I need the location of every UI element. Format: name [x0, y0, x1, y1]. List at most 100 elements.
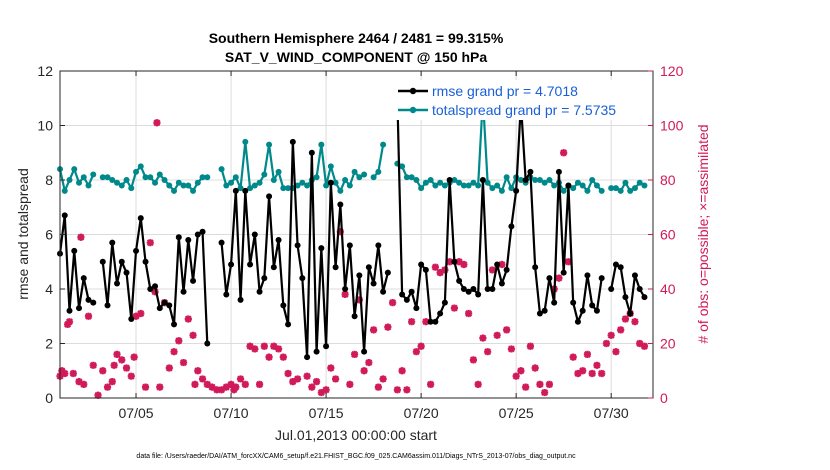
obs-assimilated-marker: [103, 383, 112, 391]
rmse-point: [617, 264, 624, 271]
obs-assimilated-marker: [94, 391, 102, 399]
rmse-point: [636, 286, 643, 292]
obs-assimilated-marker: [531, 364, 539, 372]
totalspread-point: [270, 177, 277, 183]
rmse-point: [413, 305, 420, 312]
totalspread-point: [551, 182, 558, 189]
obs-assimilated-marker: [569, 353, 577, 361]
obs-assimilated-marker: [408, 318, 416, 326]
rmse-point: [494, 261, 501, 268]
totalspread-point: [128, 185, 135, 192]
rmse-point: [237, 296, 244, 303]
obs-assimilated-marker: [236, 375, 245, 383]
totalspread-point: [574, 179, 581, 186]
obs-assimilated-marker: [360, 367, 368, 375]
obs-assimilated-marker: [255, 380, 264, 388]
rmse-point: [574, 318, 581, 325]
totalspread-point: [232, 174, 239, 181]
obs-assimilated-marker: [507, 345, 516, 353]
obs-assimilated-marker: [640, 342, 649, 350]
totalspread-point: [494, 182, 501, 189]
rmse-point: [280, 302, 287, 309]
obs-assimilated-marker: [317, 388, 325, 397]
rmse-point: [380, 288, 387, 295]
rmse-point: [190, 277, 197, 284]
legend-box: [394, 80, 646, 120]
obs-assimilated-marker: [522, 383, 530, 391]
obs-assimilated-marker: [110, 361, 118, 369]
totalspread-point: [418, 185, 425, 192]
rmse-point: [76, 305, 83, 312]
rmse-point: [441, 299, 448, 306]
rmse-point: [503, 266, 510, 273]
obs-assimilated-marker: [241, 380, 249, 388]
rmse-point: [99, 258, 106, 265]
obs-assimilated-marker: [517, 367, 525, 375]
obs-assimilated-marker: [379, 375, 387, 383]
totalspread-point: [337, 187, 344, 194]
obs-assimilated-marker: [636, 339, 644, 348]
obs-assimilated-marker: [474, 380, 482, 388]
totalspread-point: [631, 185, 638, 192]
obs-assimilated-marker: [536, 380, 544, 388]
totalspread-point: [346, 182, 353, 189]
totalspread-point: [627, 187, 634, 194]
totalspread-point: [641, 182, 648, 189]
totalspread-point: [403, 174, 410, 181]
obs-assimilated-marker: [469, 356, 477, 364]
rmse-point: [536, 310, 543, 317]
obs-assimilated-marker: [560, 149, 568, 157]
rmse-point: [204, 340, 211, 347]
obs-assimilated-marker: [479, 334, 487, 342]
totalspread-point: [223, 182, 230, 189]
totalspread-point: [147, 174, 154, 181]
rmse-point: [570, 299, 577, 306]
totalspread-point: [218, 166, 225, 173]
rmse-point: [608, 286, 615, 292]
obs-assimilated-marker: [488, 266, 496, 274]
rmse-point: [61, 212, 68, 219]
obs-assimilated-marker: [113, 350, 121, 358]
obs-assimilated-marker: [422, 318, 430, 326]
rmse-point: [228, 261, 235, 268]
rmse-point: [579, 307, 586, 314]
rmse-point: [627, 310, 634, 317]
rmse-point: [375, 242, 382, 249]
obs-assimilated-marker: [270, 342, 278, 350]
obs-assimilated-marker: [526, 342, 535, 350]
y-tick-label-right: 40: [660, 281, 676, 297]
obs-assimilated-marker: [431, 263, 439, 271]
rmse-point: [555, 168, 562, 175]
obs-assimilated-marker: [232, 383, 240, 391]
obs-assimilated-marker: [393, 386, 401, 394]
rmse-point: [128, 315, 135, 322]
legend-label-rmse: rmse grand pr = 4.7018: [432, 83, 578, 99]
rmse-point: [593, 307, 600, 314]
rmse-point: [251, 231, 258, 238]
obs-assimilated-marker: [293, 375, 302, 383]
rmse-point: [323, 343, 330, 350]
obs-assimilated-marker: [61, 369, 69, 378]
obs-assimilated-marker: [460, 260, 468, 269]
obs-assimilated-marker: [450, 304, 458, 312]
obs-assimilated-marker: [179, 358, 188, 367]
totalspread-point: [161, 177, 168, 183]
obs-assimilated-marker: [588, 369, 596, 378]
obs-assimilated-marker: [146, 239, 154, 247]
rmse-point: [365, 264, 372, 271]
obs-assimilated-marker: [122, 364, 131, 372]
totalspread-point: [370, 174, 377, 181]
totalspread-point: [570, 185, 577, 192]
totalspread-point: [171, 187, 178, 194]
totalspread-point: [612, 185, 619, 192]
obs-assimilated-marker: [327, 364, 335, 372]
y-tick-label-left: 10: [37, 118, 53, 134]
totalspread-point: [427, 177, 434, 183]
obs-assimilated-marker: [417, 342, 425, 350]
obs-assimilated-marker: [446, 258, 454, 266]
obs-assimilated-marker: [246, 342, 254, 350]
obs-assimilated-marker: [65, 318, 74, 326]
rmse-point: [370, 280, 377, 287]
rmse-point: [114, 280, 121, 287]
totalspread-point: [118, 182, 125, 189]
